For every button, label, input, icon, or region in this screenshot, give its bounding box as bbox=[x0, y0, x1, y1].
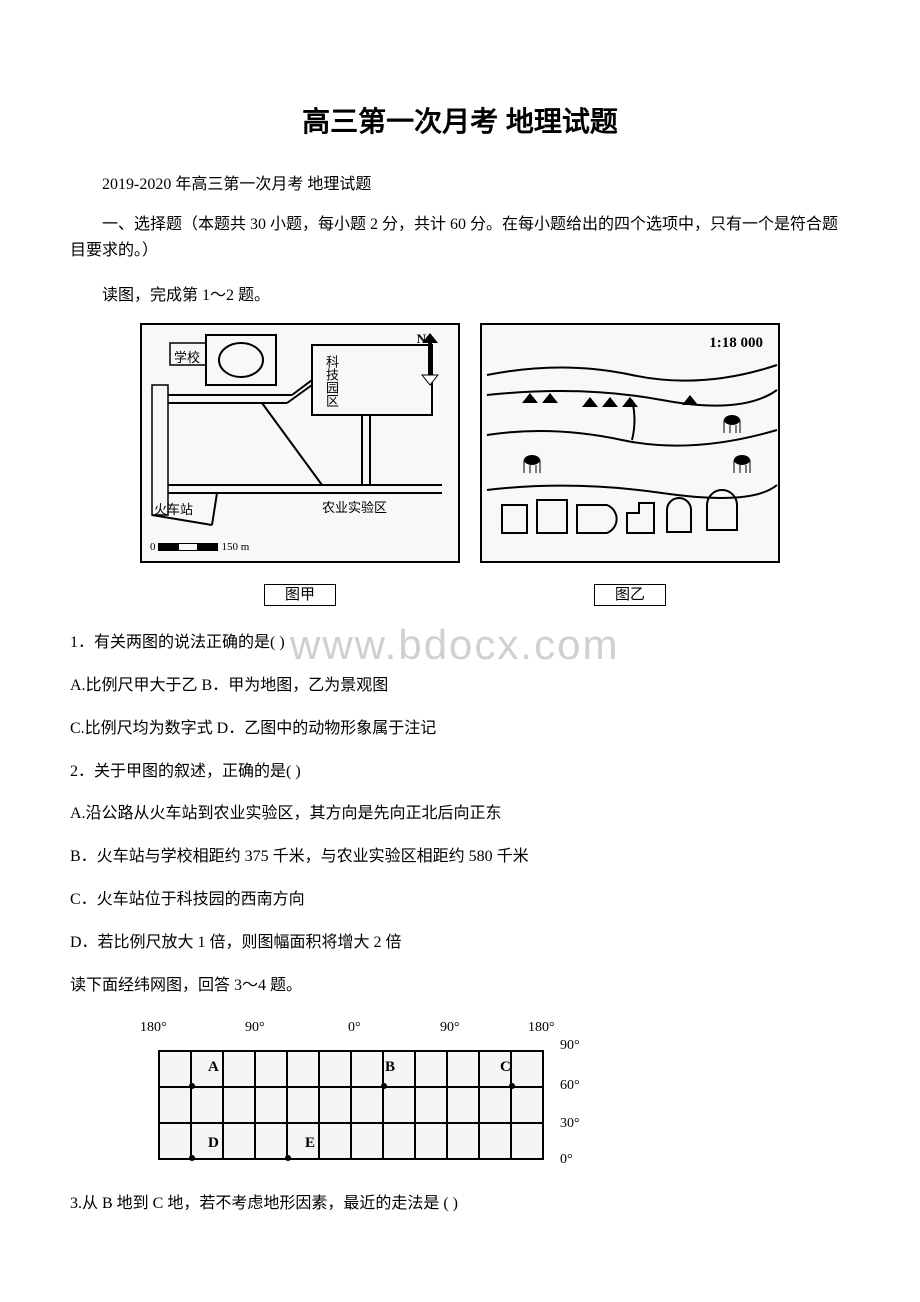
q1-cd: C.比例尺均为数字式 D．乙图中的动物形象属于注记 bbox=[70, 715, 850, 744]
q2-stem: 2．关于甲图的叙述，正确的是( ) bbox=[70, 758, 850, 787]
figure-row: 学校 科技园区 火车站 农业实验区 N 0 150 m 1:18 000 bbox=[70, 323, 850, 563]
figure-label-row: 图甲 图乙 bbox=[70, 583, 850, 604]
label-station: 火车站 bbox=[154, 499, 193, 518]
figure-yi-label: 图乙 bbox=[594, 584, 666, 606]
intro-q1-2: 读图，完成第 1～2 题。 bbox=[70, 281, 850, 305]
q2-b: B．火车站与学校相距约 375 千米，与农业实验区相距约 580 千米 bbox=[70, 843, 850, 872]
q2-d: D．若比例尺放大 1 倍，则图幅面积将增大 2 倍 bbox=[70, 929, 850, 958]
intro-q3-4: 读下面经纬网图，回答 3～4 题。 bbox=[70, 972, 850, 1001]
subtitle: 2019-2020 年高三第一次月考 地理试题 bbox=[70, 170, 850, 194]
q3-stem: 3.从 B 地到 C 地，若不考虑地形因素，最近的走法是 ( ) bbox=[70, 1190, 850, 1219]
figure-jia: 学校 科技园区 火车站 农业实验区 N 0 150 m bbox=[140, 323, 460, 563]
scale-bar: 0 150 m bbox=[150, 541, 249, 553]
grid-right-0: 90° bbox=[560, 1038, 580, 1054]
label-school: 学校 bbox=[174, 347, 200, 366]
grid-right-1: 60° bbox=[560, 1078, 580, 1094]
label-tech-park: 科技园区 bbox=[322, 355, 341, 407]
q2-a: A.沿公路从火车站到农业实验区，其方向是先向正北后向正东 bbox=[70, 800, 850, 829]
north-label: N bbox=[417, 331, 426, 347]
grid-figure: 180° 90° 0° 90° 180° 90° 60° 30° 0° A B … bbox=[140, 1020, 560, 1170]
grid-right-3: 0° bbox=[560, 1152, 573, 1168]
grid-right-2: 30° bbox=[560, 1116, 580, 1132]
grid-top-1: 90° bbox=[245, 1020, 265, 1036]
figure-jia-label: 图甲 bbox=[264, 584, 336, 606]
scale-0: 0 bbox=[150, 541, 156, 553]
grid-top-4: 180° bbox=[528, 1020, 555, 1036]
grid-top-3: 90° bbox=[440, 1020, 460, 1036]
figure-yi: 1:18 000 bbox=[480, 323, 780, 563]
q1-ab: A.比例尺甲大于乙 B．甲为地图，乙为景观图 bbox=[70, 672, 850, 701]
q2-c: C．火车站位于科技园的西南方向 bbox=[70, 886, 850, 915]
grid-top-0: 180° bbox=[140, 1020, 167, 1036]
grid-top-2: 0° bbox=[348, 1020, 361, 1036]
scale-150: 150 m bbox=[222, 541, 250, 553]
section-instruction: 一、选择题（本题共 30 小题，每小题 2 分，共计 60 分。在每小题给出的四… bbox=[70, 212, 850, 263]
page-title: 高三第一次月考 地理试题 bbox=[70, 100, 850, 140]
q1-stem: 1．有关两图的说法正确的是( ) bbox=[70, 629, 850, 658]
label-agri: 农业实验区 bbox=[322, 497, 387, 516]
